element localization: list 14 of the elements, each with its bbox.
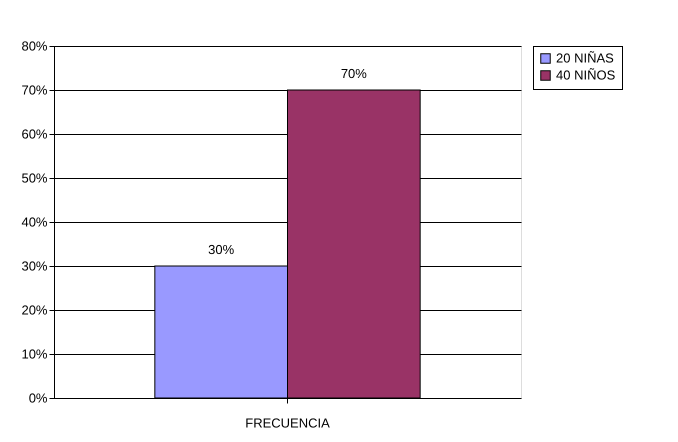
y-tick-label: 70% <box>21 82 48 98</box>
y-tick-label: 20% <box>21 302 48 318</box>
y-tick-label: 80% <box>21 38 48 54</box>
y-tick-label: 30% <box>21 258 48 274</box>
y-tick-label: 0% <box>28 390 48 406</box>
y-tick-label: 10% <box>21 346 48 362</box>
data-label: 70% <box>340 66 368 81</box>
data-label: 30% <box>208 242 235 257</box>
y-tick-label: 60% <box>21 126 48 142</box>
legend-label: 20 NIÑAS <box>556 50 614 66</box>
y-tick-label: 50% <box>21 170 48 186</box>
y-tick-label: 40% <box>21 214 48 230</box>
legend-label: 40 NIÑOS <box>556 68 616 82</box>
x-tick-label: FRECUENCIA <box>245 416 330 430</box>
